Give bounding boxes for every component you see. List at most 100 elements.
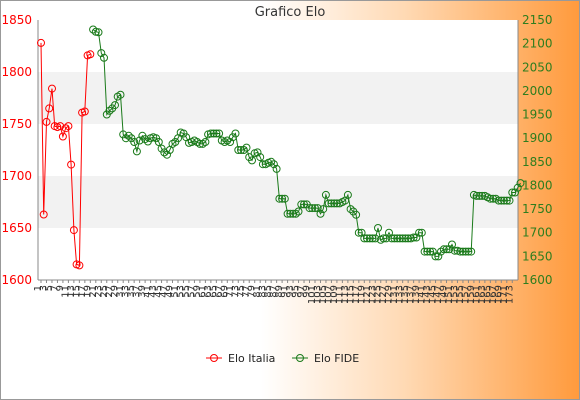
x-tick-label: 33 — [121, 285, 132, 298]
data-point — [248, 156, 256, 165]
data-point — [116, 90, 125, 99]
x-tick-label: 135 — [400, 285, 411, 304]
data-point — [404, 234, 413, 243]
x-tick-label: 161 — [471, 285, 482, 304]
x-tick-label: 65 — [208, 285, 219, 298]
data-point — [234, 146, 243, 154]
right-tick-label: 2100 — [522, 37, 553, 51]
data-point — [475, 191, 484, 200]
x-tick-label: 159 — [466, 285, 477, 304]
data-point — [431, 252, 440, 261]
data-point — [415, 228, 424, 237]
data-point — [239, 146, 248, 154]
x-tick-label: 109 — [329, 285, 340, 304]
data-point — [308, 204, 317, 213]
data-point — [420, 247, 429, 256]
data-point — [316, 209, 325, 218]
legend-swatch-marker — [296, 354, 304, 362]
data-point — [283, 209, 292, 218]
data-point — [423, 247, 432, 256]
x-tick-label: 133 — [395, 285, 406, 304]
x-tick-label: 169 — [493, 285, 504, 304]
data-point — [231, 129, 240, 138]
left-axis-ticks: 1600 1650 1700 1750 1800 1850 — [1, 13, 32, 287]
left-tick-label: 1800 — [1, 65, 32, 79]
x-tick-label: 91 — [280, 285, 291, 298]
series-layer — [37, 25, 525, 270]
data-point — [80, 107, 89, 116]
data-point — [442, 245, 451, 254]
data-point — [502, 196, 511, 205]
grid-band — [38, 20, 518, 72]
data-point — [371, 234, 380, 243]
x-tick-label: 115 — [345, 285, 356, 304]
data-point — [434, 252, 443, 261]
data-point — [300, 200, 308, 209]
x-tick-label: 35 — [126, 285, 137, 298]
grid-band — [38, 72, 518, 124]
x-tick-label: 19 — [82, 285, 93, 298]
data-point — [135, 136, 144, 145]
x-tick-label: 23 — [93, 285, 104, 298]
x-tick-label: 93 — [285, 285, 296, 298]
right-tick-label: 1850 — [522, 155, 553, 169]
data-point — [398, 234, 407, 243]
x-tick-label: 47 — [159, 285, 170, 298]
x-tick-label: 77 — [241, 285, 252, 298]
right-axis-ticks: 1600 1650 1700 1750 1800 1850 1900 1950 2000 2050… — [522, 13, 553, 287]
x-tick-label: 99 — [302, 285, 313, 298]
x-tick-label: 73 — [230, 285, 241, 298]
x-tick-label: 105 — [318, 285, 329, 304]
grid-band — [38, 124, 518, 176]
data-point — [256, 153, 265, 162]
data-point — [75, 261, 84, 270]
data-point — [294, 207, 303, 216]
data-point — [374, 224, 382, 232]
data-point — [237, 146, 245, 154]
x-tick-label: 7 — [49, 285, 60, 291]
x-tick-label: 29 — [110, 285, 121, 298]
x-tick-label: 85 — [263, 285, 274, 298]
right-tick-label: 2000 — [522, 84, 553, 98]
data-point — [426, 247, 435, 256]
x-tick-label: 123 — [367, 285, 378, 304]
data-point — [297, 200, 306, 209]
x-tick-label: 57 — [186, 285, 197, 298]
x-tick-label: 149 — [439, 285, 450, 304]
data-point — [209, 129, 218, 138]
x-tick-label: 87 — [269, 285, 280, 298]
right-tick-label: 2150 — [522, 13, 553, 27]
right-tick-label: 2050 — [522, 60, 553, 74]
x-tick-label: 75 — [236, 285, 247, 298]
data-point — [319, 205, 328, 214]
x-tick-label: 53 — [175, 285, 186, 298]
x-tick-label: 111 — [334, 285, 345, 304]
data-point — [154, 138, 163, 146]
x-tick-label: 107 — [323, 285, 334, 304]
data-point — [278, 194, 287, 203]
data-point — [67, 160, 76, 169]
data-point — [37, 38, 45, 47]
data-point — [141, 135, 150, 144]
x-tick-label: 51 — [170, 285, 181, 298]
x-tick-label: 17 — [77, 285, 88, 298]
x-tick-label: 131 — [389, 285, 400, 304]
grid-bands — [38, 20, 518, 280]
data-point — [61, 124, 70, 133]
x-tick-label: 69 — [219, 285, 230, 298]
data-point — [121, 134, 130, 143]
data-point — [352, 210, 361, 219]
x-tick-label: 101 — [307, 285, 318, 304]
data-point — [105, 106, 114, 115]
data-point — [130, 138, 139, 146]
chart-title: Grafico Elo — [255, 5, 326, 20]
data-point — [513, 183, 522, 192]
x-tick-label: 145 — [428, 285, 439, 304]
data-point — [330, 199, 339, 208]
data-point — [409, 233, 418, 242]
left-tick-label: 1600 — [1, 273, 32, 287]
data-point — [212, 129, 221, 138]
data-point — [360, 234, 369, 243]
data-point — [39, 210, 48, 219]
data-point — [91, 27, 100, 36]
